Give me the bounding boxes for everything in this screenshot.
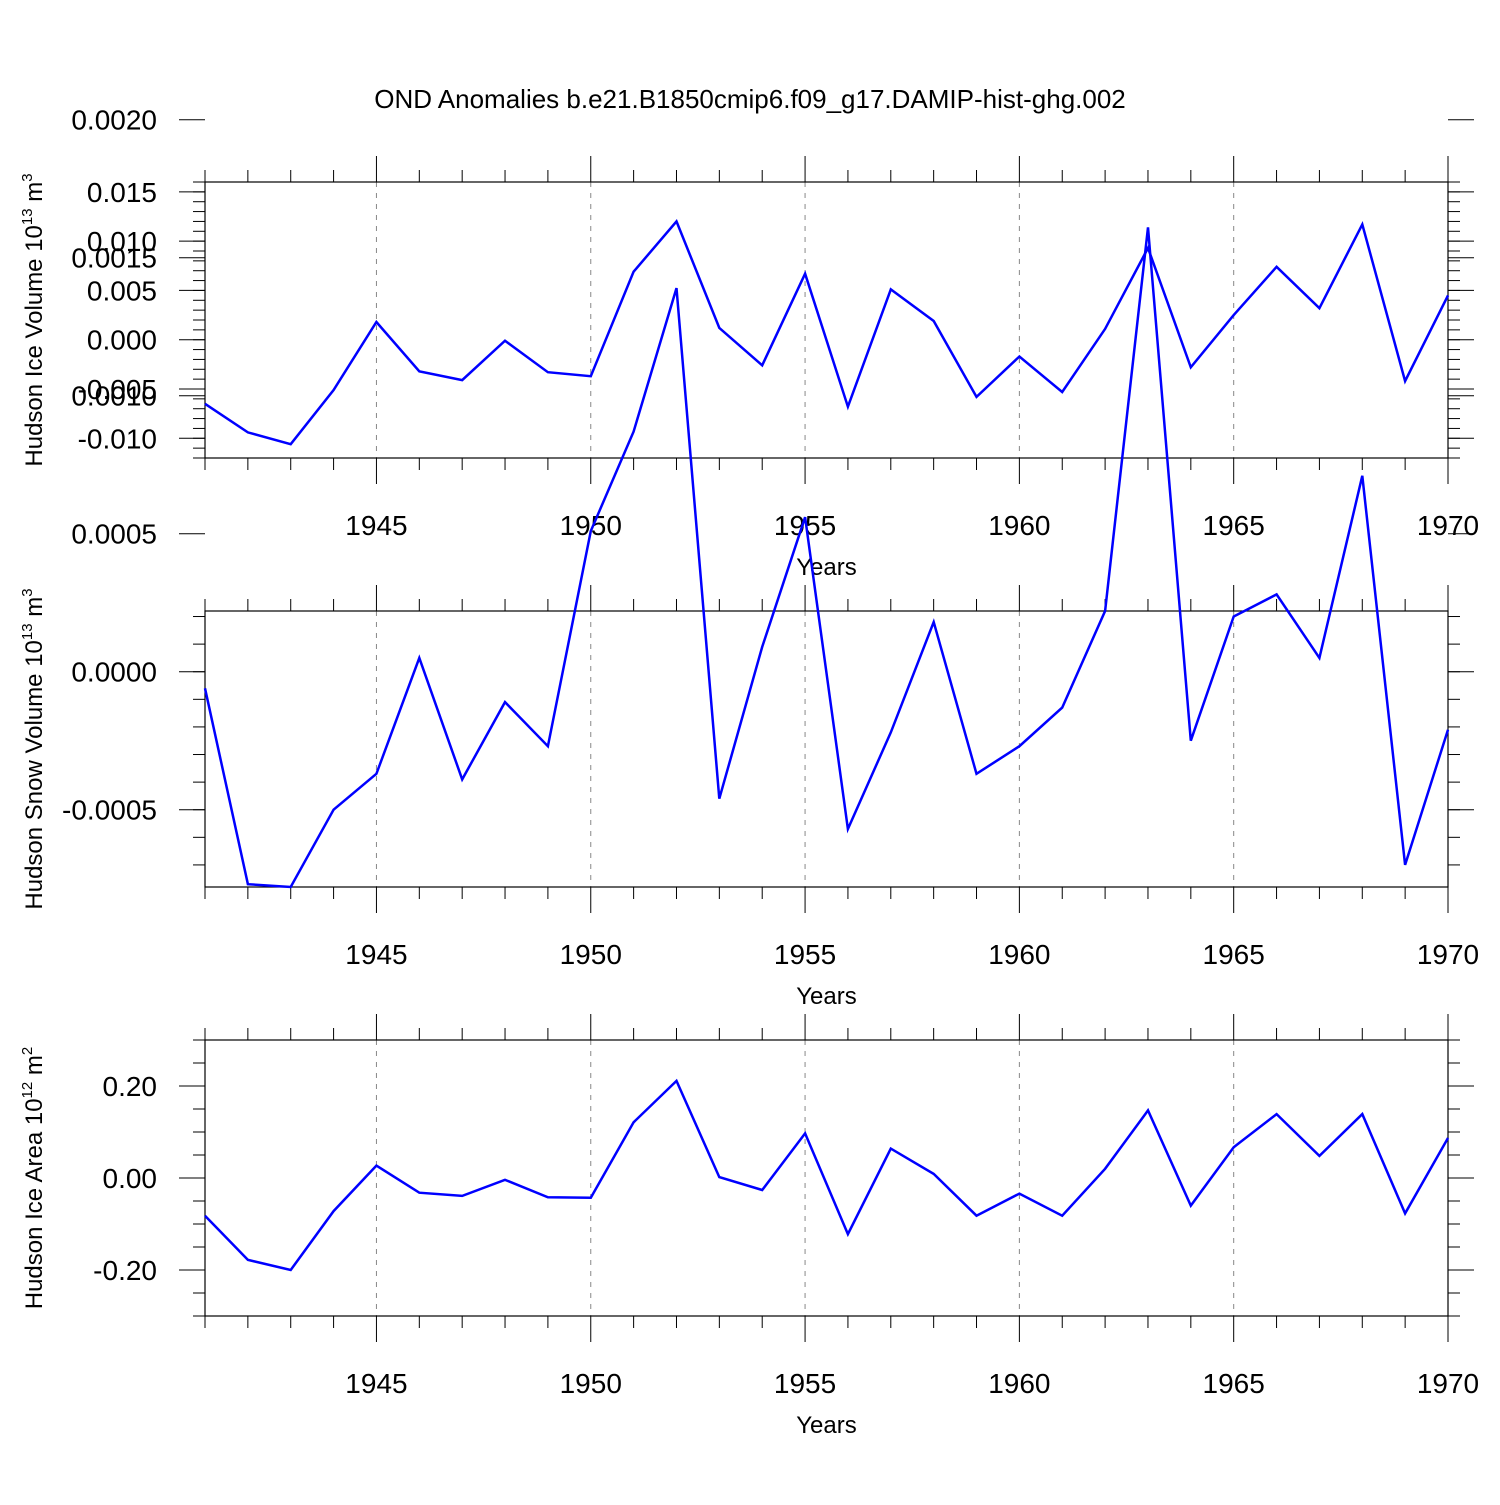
y-axis-label: Hudson Ice Volume 1013 m3 bbox=[19, 173, 48, 466]
x-tick-label: 1945 bbox=[345, 939, 407, 970]
x-tick-label: 1945 bbox=[345, 1368, 407, 1399]
x-tick-label: 1970 bbox=[1417, 510, 1479, 541]
y-tick-label: 0.00 bbox=[103, 1163, 158, 1194]
y-tick-label: 0.0005 bbox=[71, 519, 157, 550]
chart-panel-2: -0.0005 0.0000 0.0005 0.0010 0.0015 0.0020 194… bbox=[19, 105, 1479, 1010]
x-axis-label: Years bbox=[796, 983, 857, 1010]
x-tick-label: 1965 bbox=[1203, 939, 1265, 970]
y-axis-label: Hudson Ice Area 1012 m2 bbox=[19, 1047, 48, 1310]
y-tick-label: 0.015 bbox=[87, 177, 157, 208]
x-tick-label: 1965 bbox=[1203, 510, 1265, 541]
figure-title: OND Anomalies b.e21.B1850cmip6.f09_g17.D… bbox=[374, 84, 1126, 114]
y-tick-label: 0.20 bbox=[103, 1071, 158, 1102]
plot-frame bbox=[204, 610, 1449, 888]
x-tick-label: 1970 bbox=[1417, 939, 1479, 970]
x-tick-label: 1955 bbox=[774, 939, 836, 970]
x-tick-label: 1960 bbox=[988, 1368, 1050, 1399]
y-tick-label: -0.010 bbox=[78, 423, 157, 454]
y-axis-label: Hudson Snow Volume 1013 m3 bbox=[19, 588, 48, 909]
x-axis-label: Years bbox=[796, 1412, 857, 1439]
x-tick-label: 1965 bbox=[1203, 1368, 1265, 1399]
y-tick-label: -0.005 bbox=[78, 374, 157, 405]
y-tick-label: -0.0005 bbox=[62, 795, 157, 826]
series-line bbox=[204, 219, 1450, 446]
x-axis-label: Years bbox=[796, 554, 857, 581]
x-tick-label: 1960 bbox=[988, 939, 1050, 970]
y-tick-label: 0.0020 bbox=[71, 105, 157, 136]
plot-frame bbox=[204, 1039, 1449, 1317]
y-tick-label: 0.000 bbox=[87, 325, 157, 356]
x-tick-label: 1970 bbox=[1417, 1368, 1479, 1399]
y-tick-label: -0.20 bbox=[93, 1255, 157, 1286]
plot-frame bbox=[204, 181, 1449, 459]
y-tick-label: 0.005 bbox=[87, 275, 157, 306]
series-line bbox=[204, 1078, 1450, 1272]
x-tick-label: 1950 bbox=[560, 939, 622, 970]
y-tick-label: 0.0000 bbox=[71, 657, 157, 688]
x-tick-label: 1960 bbox=[988, 510, 1050, 541]
y-tick-label: 0.0015 bbox=[71, 243, 157, 274]
x-tick-label: 1945 bbox=[345, 510, 407, 541]
x-tick-label: 1950 bbox=[560, 1368, 622, 1399]
y-tick-label: 0.0010 bbox=[71, 381, 157, 412]
x-tick-label: 1955 bbox=[774, 1368, 836, 1399]
y-tick-label: 0.010 bbox=[87, 226, 157, 257]
chart-panel-3: -0.20 0.00 0.20 1945 1950 1955 1960 1965 1970 Yea… bbox=[19, 1014, 1479, 1439]
series-line bbox=[203, 227, 1450, 889]
